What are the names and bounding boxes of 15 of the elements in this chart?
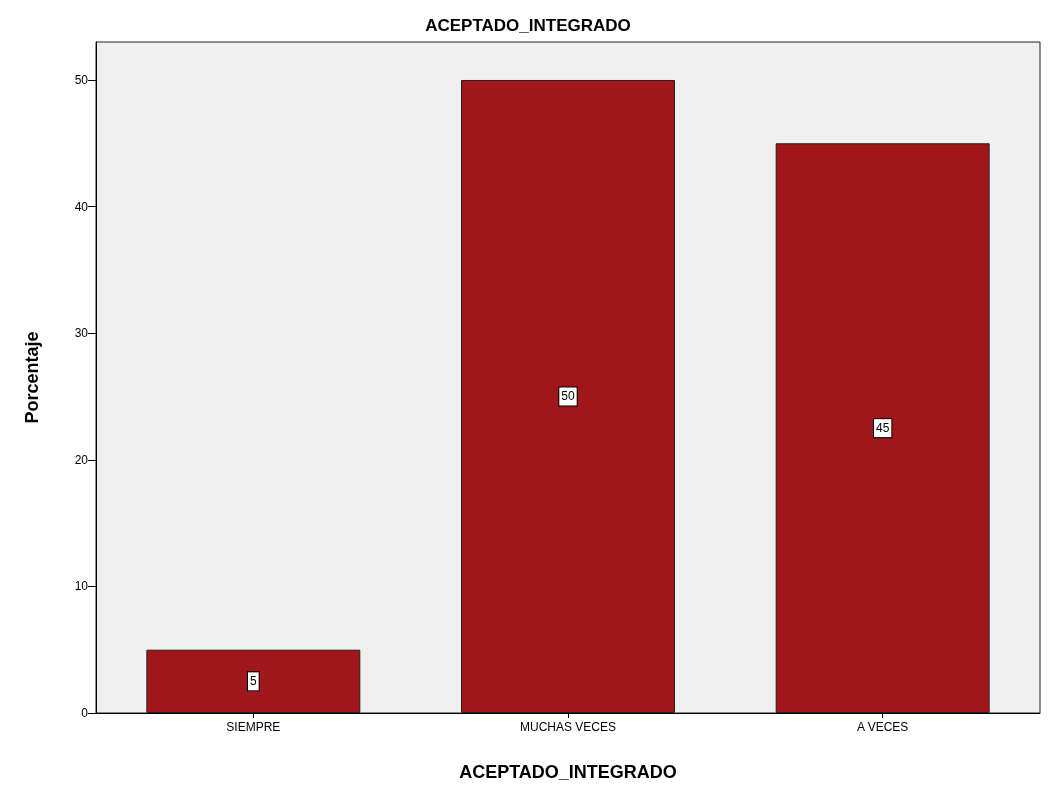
y-tick-label: 30: [74, 326, 89, 341]
y-tick-label: 50: [74, 72, 89, 87]
x-tick-label: MUCHAS VECES: [519, 720, 617, 734]
data-label: 45: [875, 421, 890, 436]
y-tick-label: 10: [74, 579, 89, 594]
y-tick-label: 0: [81, 706, 89, 720]
data-label: 50: [561, 389, 575, 404]
x-tick-label: A VECES: [856, 720, 909, 734]
x-axis-title: ACEPTADO_INTEGRADO: [459, 762, 677, 782]
chart-title: ACEPTADO_INTEGRADO: [425, 16, 631, 35]
x-tick-label: SIEMPRE: [226, 720, 281, 734]
y-tick-label: 20: [74, 452, 89, 467]
y-tick-label: 40: [74, 199, 89, 214]
y-axis-title: Porcentaje: [22, 331, 42, 424]
data-label: 5: [249, 674, 257, 689]
